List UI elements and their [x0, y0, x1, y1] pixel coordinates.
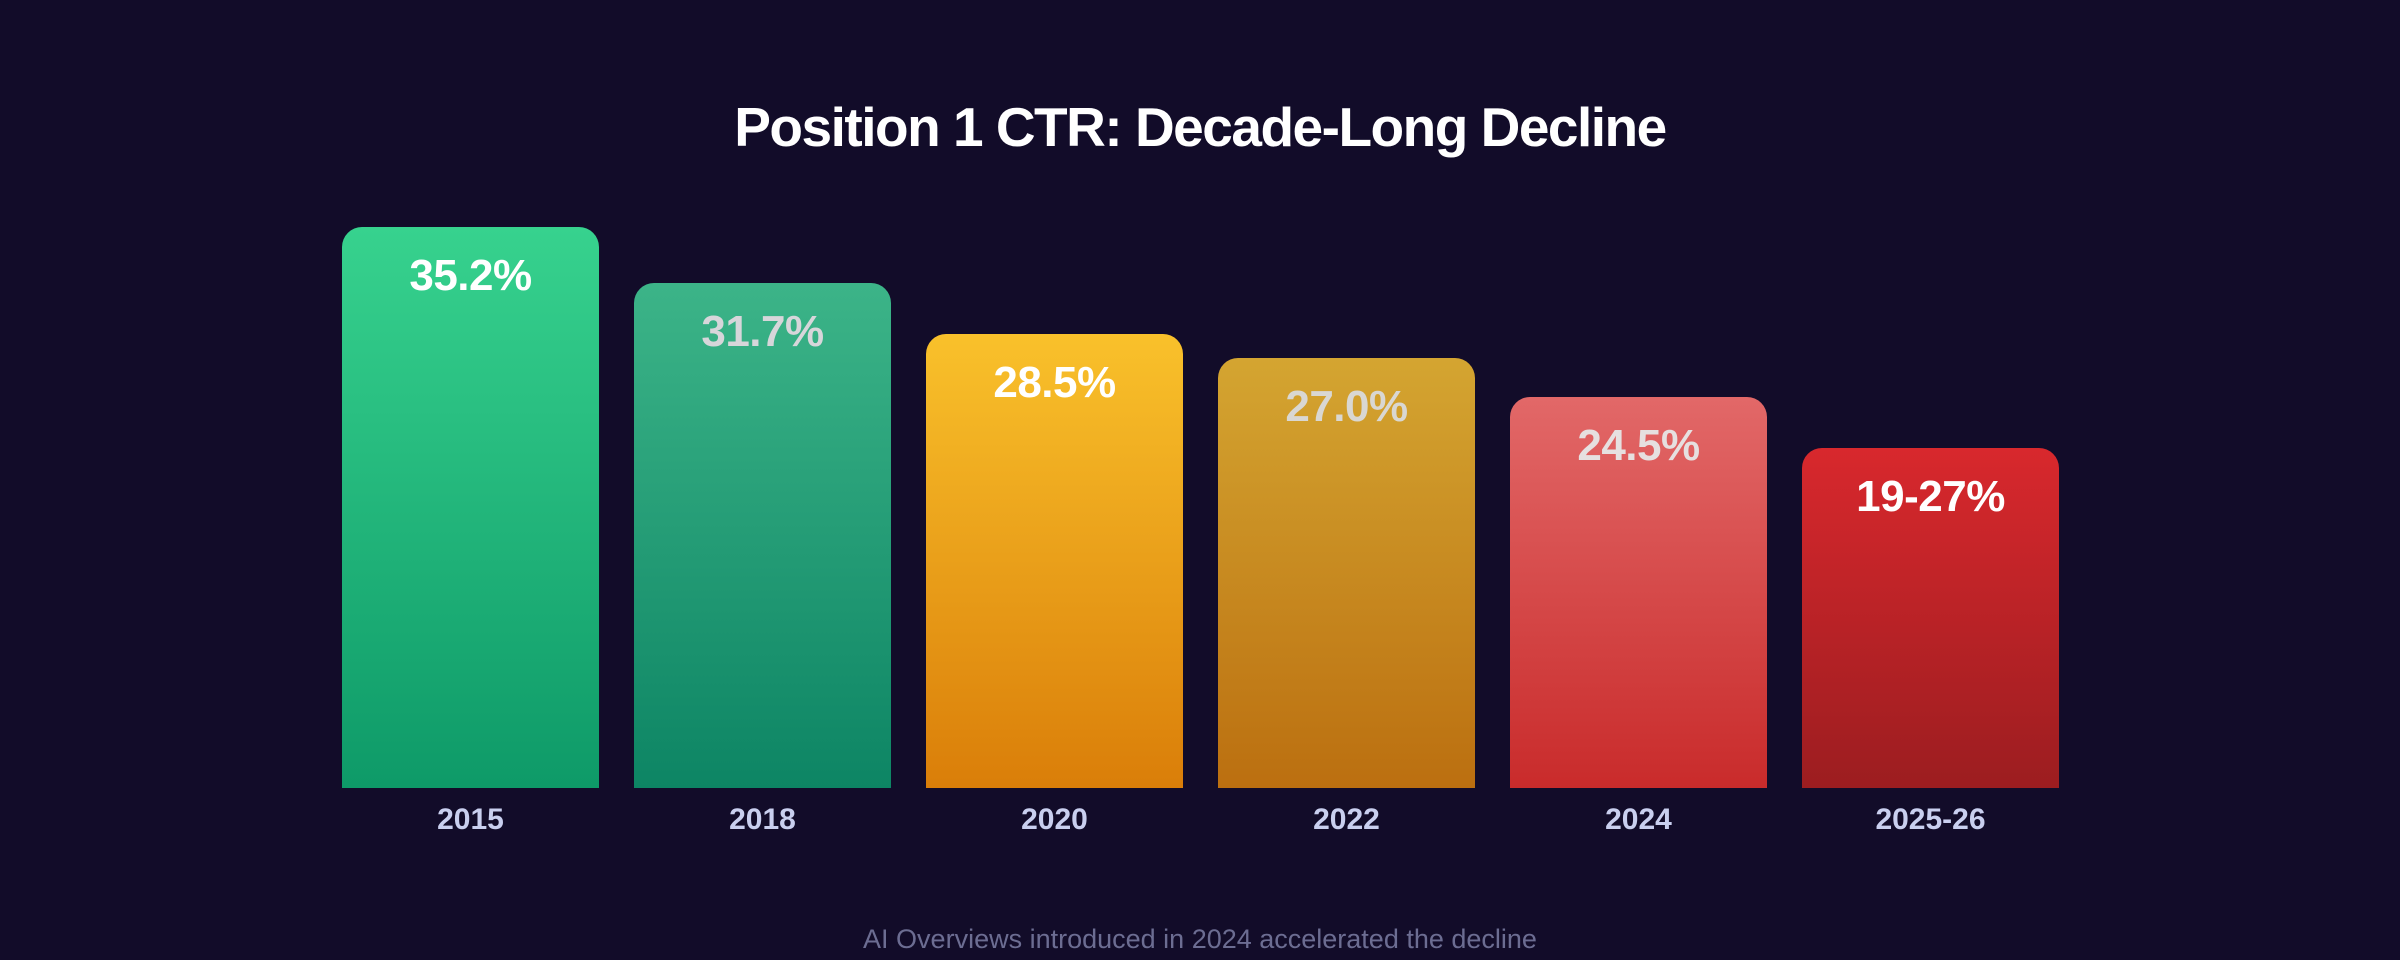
bar-2022: 27.0%	[1218, 358, 1475, 788]
bar-2020: 28.5%	[926, 334, 1183, 788]
bar-column-2015: 35.2% 2015	[342, 227, 599, 842]
x-axis-label: 2022	[1313, 803, 1380, 836]
bar-2018: 31.7%	[634, 283, 891, 788]
bar-column-2018: 31.7% 2018	[634, 283, 891, 842]
chart-title: Position 1 CTR: Decade-Long Decline	[734, 96, 1667, 158]
x-axis-label: 2015	[437, 803, 504, 836]
bar-column-2025-26: 19-27% 2025-26	[1802, 448, 2059, 842]
bar-value-label: 35.2%	[409, 251, 532, 300]
bar-column-2022: 27.0% 2022	[1218, 358, 1475, 842]
bar-value-label: 28.5%	[993, 358, 1116, 407]
bar-column-2020: 28.5% 2020	[926, 334, 1183, 842]
x-axis-label: 2020	[1021, 803, 1088, 836]
bar-2024: 24.5%	[1510, 397, 1767, 788]
bar-2015: 35.2%	[342, 227, 599, 788]
x-axis-label: 2018	[729, 803, 796, 836]
bar-value-label: 27.0%	[1285, 382, 1408, 431]
bar-chart: 35.2% 2015 31.7% 2018 28.5% 2020 27.0% 2…	[342, 227, 2059, 842]
bar-value-label: 24.5%	[1577, 421, 1700, 470]
x-axis-label: 2024	[1605, 803, 1672, 836]
bar-value-label: 31.7%	[701, 307, 824, 356]
bar-column-2024: 24.5% 2024	[1510, 397, 1767, 842]
bar-value-label: 19-27%	[1856, 472, 2005, 521]
x-axis-label: 2025-26	[1875, 803, 1986, 836]
annotation-text: AI Overviews introduced in 2024 accelera…	[863, 924, 1537, 954]
bar-2025-26: 19-27%	[1802, 448, 2059, 788]
